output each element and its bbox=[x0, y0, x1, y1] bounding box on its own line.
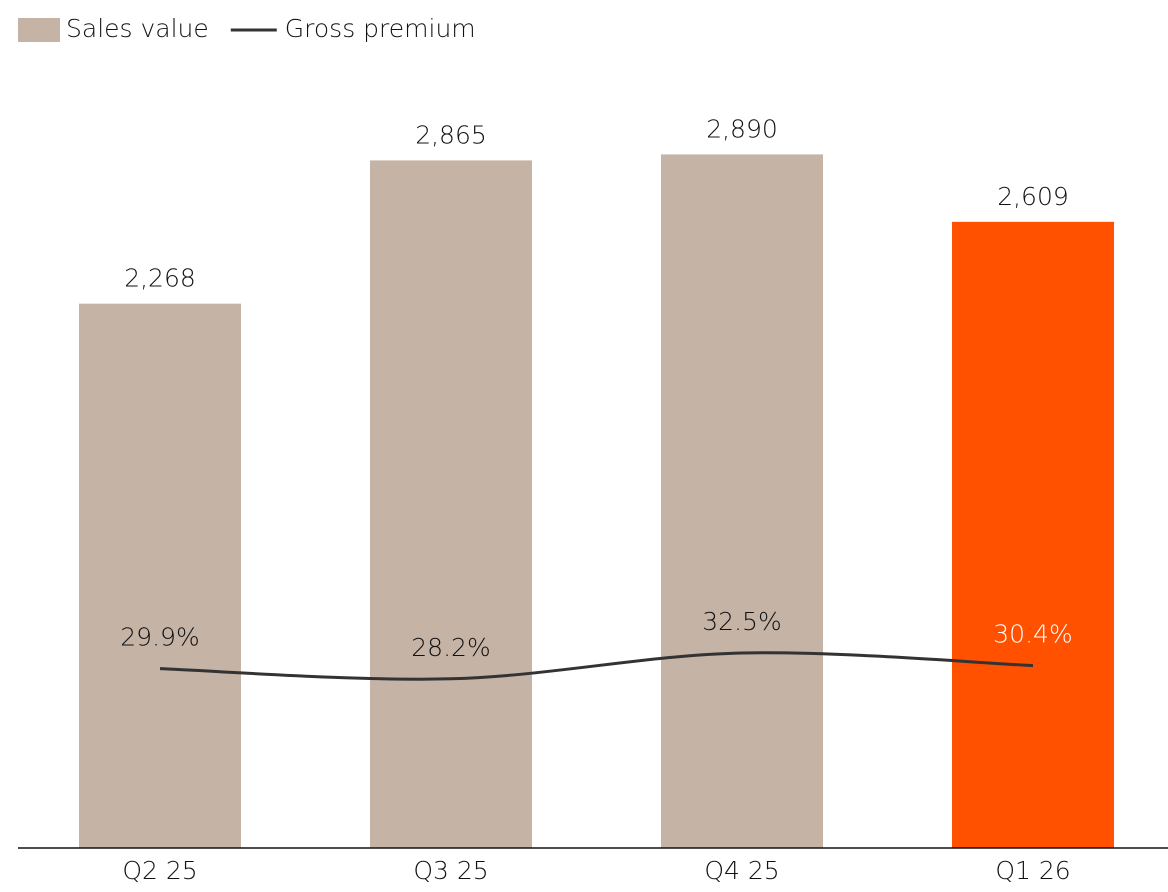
bar-value-label: 2,890 bbox=[706, 114, 778, 143]
x-tick-label: Q4 25 bbox=[704, 856, 779, 885]
x-tick-label: Q3 25 bbox=[413, 856, 488, 885]
line bbox=[159, 651, 1034, 681]
bar bbox=[661, 154, 823, 848]
line-value-label: 32.5% bbox=[702, 607, 781, 636]
bar bbox=[952, 221, 1114, 849]
legend-label: Gross premium bbox=[285, 14, 476, 43]
bar-value-label: 2,268 bbox=[124, 264, 196, 293]
legend-label: Sales value bbox=[66, 14, 209, 43]
bar bbox=[79, 303, 241, 848]
bar bbox=[370, 160, 532, 848]
legend-swatch bbox=[18, 18, 60, 42]
bar-value-label: 2,609 bbox=[997, 182, 1069, 211]
x-tick-label: Q1 26 bbox=[995, 856, 1070, 885]
line-value-label: 30.4% bbox=[993, 620, 1072, 649]
x-tick-label: Q2 25 bbox=[122, 856, 197, 885]
line-value-label: 28.2% bbox=[411, 633, 490, 662]
line-value-label: 29.9% bbox=[120, 623, 199, 652]
bar-value-label: 2,865 bbox=[415, 120, 487, 149]
